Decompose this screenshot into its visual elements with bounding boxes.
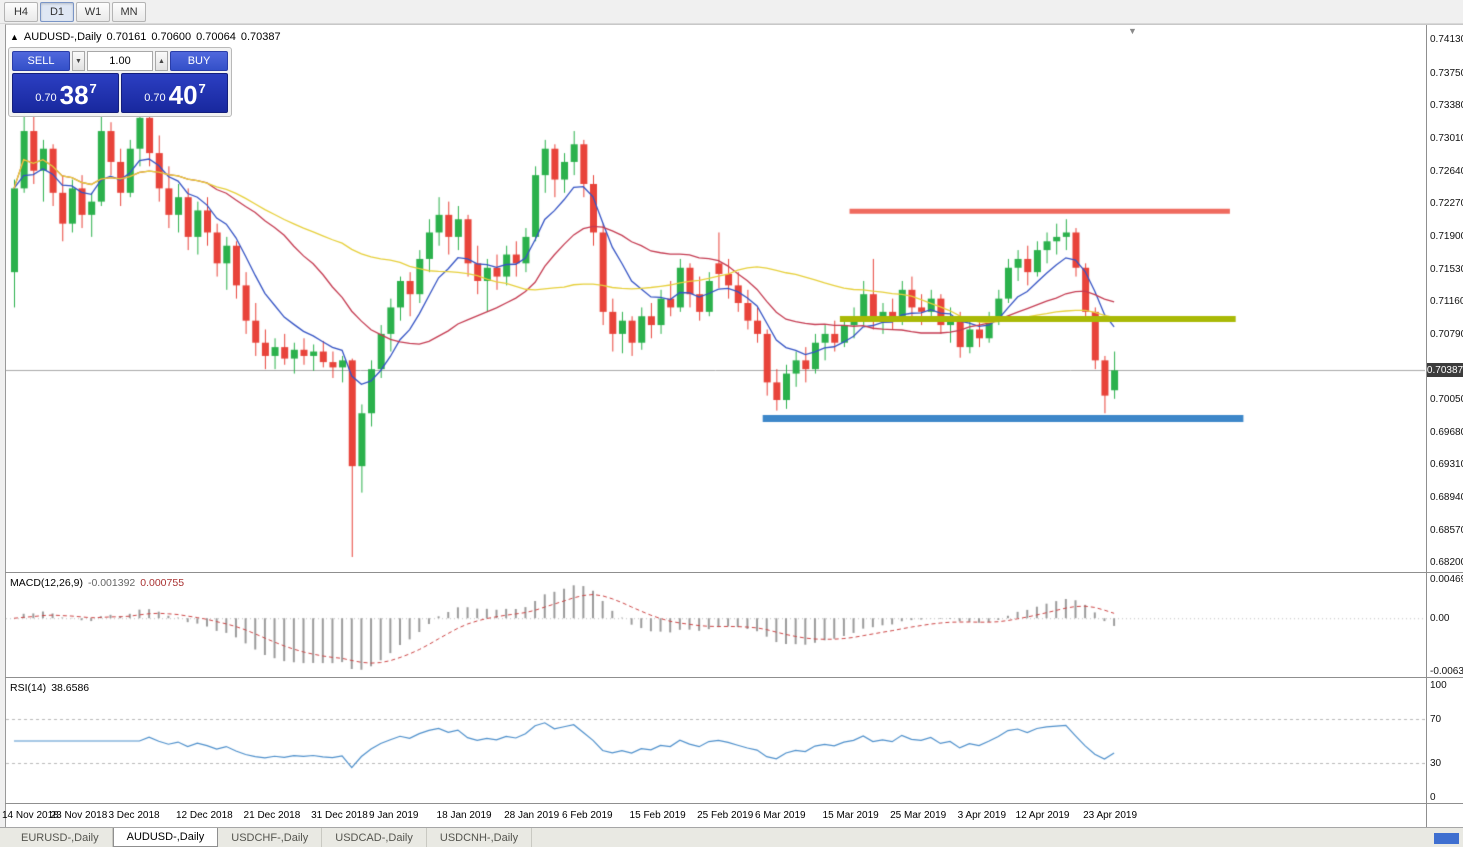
date-axis-label: 14 Nov 2018 xyxy=(2,810,59,821)
rsi-axis-label: 70 xyxy=(1430,713,1442,725)
date-axis-label: 18 Jan 2019 xyxy=(436,810,492,821)
date-axis-label: 25 Feb 2019 xyxy=(697,810,754,821)
macd-axis-label: 0.00 xyxy=(1430,613,1450,625)
date-axis-label: 31 Dec 2018 xyxy=(311,810,368,821)
price-axis-label: 0.70050 xyxy=(1430,394,1463,406)
ohlc-high: 0.70600 xyxy=(151,31,192,43)
chart-tab-usdchf[interactable]: USDCHF-,Daily xyxy=(218,828,323,847)
rsi-axis-label: 100 xyxy=(1430,680,1447,691)
volume-increase-button[interactable]: ▲ xyxy=(155,51,168,71)
chart-tab-audusd[interactable]: AUDUSD-,Daily xyxy=(112,828,219,847)
date-axis-label: 15 Mar 2019 xyxy=(822,810,879,821)
current-price-badge: 0.70387 xyxy=(1426,363,1463,378)
macd-indicator-label: MACD(12,26,9) -0.001392 0.000755 xyxy=(10,577,184,589)
date-axis-label: 6 Mar 2019 xyxy=(755,810,806,821)
macd-signal-value: 0.000755 xyxy=(140,577,185,589)
date-axis-label: 28 Jan 2019 xyxy=(504,810,560,821)
rsi-pane-canvas[interactable] xyxy=(6,679,1425,803)
date-axis-label: 3 Apr 2019 xyxy=(957,810,1007,821)
date-axis-label: 12 Apr 2019 xyxy=(1015,810,1070,821)
pane-separator xyxy=(5,803,1463,804)
date-axis-label: 12 Dec 2018 xyxy=(176,810,233,821)
buy-price-point: 7 xyxy=(198,81,206,96)
date-axis-label: 9 Jan 2019 xyxy=(369,810,419,821)
rsi-name: RSI(14) xyxy=(10,682,47,694)
date-axis-label: 23 Nov 2018 xyxy=(50,810,108,821)
price-axis-separator xyxy=(1426,25,1427,827)
rsi-axis-label: 30 xyxy=(1430,758,1442,770)
macd-pane-canvas[interactable] xyxy=(6,574,1425,677)
sell-price-prefix: 0.70 xyxy=(35,92,57,104)
chart-tab-usdcnh[interactable]: USDCNH-,Daily xyxy=(427,828,533,847)
price-axis-label: 0.69680 xyxy=(1430,426,1463,438)
price-axis-label: 0.68200 xyxy=(1430,557,1463,569)
price-axis-label: 0.71530 xyxy=(1430,263,1463,275)
macd-main-value: -0.001392 xyxy=(87,577,136,589)
buy-price-prefix: 0.70 xyxy=(144,92,166,104)
sell-price-pips: 38 xyxy=(59,80,89,110)
pane-separator[interactable] xyxy=(5,572,1463,573)
timeframe-button-h4[interactable]: H4 xyxy=(4,1,38,22)
timeframe-button-d1[interactable]: D1 xyxy=(40,1,74,22)
price-axis-label: 0.71160 xyxy=(1430,296,1463,308)
price-axis-label: 0.68570 xyxy=(1430,524,1463,536)
symbol-arrow-icon: ▲ xyxy=(10,32,19,42)
ohlc-low: 0.70064 xyxy=(196,31,236,43)
price-axis-label: 0.72640 xyxy=(1430,165,1463,177)
date-axis-label: 23 Apr 2019 xyxy=(1083,810,1138,821)
sell-button[interactable]: SELL xyxy=(12,51,70,71)
chart-tab-usdcad[interactable]: USDCAD-,Daily xyxy=(322,828,427,847)
symbol-label: AUDUSD-,Daily xyxy=(23,31,102,43)
macd-name: MACD(12,26,9) xyxy=(10,577,83,589)
buy-price-button[interactable]: 0.70 40 7 xyxy=(121,73,228,113)
corner-accent xyxy=(1434,833,1459,844)
chart-tab-eurusd[interactable]: EURUSD-,Daily xyxy=(8,828,113,847)
price-axis-label: 0.73750 xyxy=(1430,67,1463,79)
volume-decrease-button[interactable]: ▼ xyxy=(72,51,85,71)
macd-axis-label: -0.00639 xyxy=(1430,666,1463,677)
timeframe-button-w1[interactable]: W1 xyxy=(76,1,110,22)
price-axis-label: 0.72270 xyxy=(1430,198,1463,210)
sell-price-point: 7 xyxy=(89,81,97,96)
price-axis-label: 0.70790 xyxy=(1430,328,1463,340)
volume-input[interactable]: 1.00 xyxy=(87,51,153,71)
price-axis-label: 0.73380 xyxy=(1430,100,1463,112)
rsi-axis-label: 0 xyxy=(1430,792,1436,803)
pane-separator[interactable] xyxy=(5,677,1463,678)
chart-shift-marker-icon[interactable]: ▼ xyxy=(1128,26,1137,36)
price-axis-label: 0.69310 xyxy=(1430,459,1463,471)
timeframe-toolbar: H4 D1 W1 MN xyxy=(0,0,1463,24)
one-click-trading-panel: SELL ▼ 1.00 ▲ BUY 0.70 38 7 0.70 40 7 xyxy=(8,47,232,117)
buy-price-pips: 40 xyxy=(168,80,198,110)
ohlc-open: 0.70161 xyxy=(106,31,147,43)
date-axis-label: 25 Mar 2019 xyxy=(890,810,947,821)
price-axis-label: 0.71900 xyxy=(1430,230,1463,242)
date-axis-label: 15 Feb 2019 xyxy=(629,810,686,821)
price-axis-label: 0.73010 xyxy=(1430,132,1463,144)
timeframe-button-mn[interactable]: MN xyxy=(112,1,146,22)
chart-tabs-bar: EURUSD-,Daily AUDUSD-,Daily USDCHF-,Daily U… xyxy=(0,827,1463,847)
main-chart-canvas[interactable] xyxy=(6,27,1425,572)
rsi-value: 38.6586 xyxy=(51,682,90,694)
date-axis-label: 3 Dec 2018 xyxy=(108,810,160,821)
macd-axis-label: 0.004694 xyxy=(1430,574,1463,585)
rsi-indicator-label: RSI(14) 38.6586 xyxy=(10,682,89,694)
chart-title: ▲ AUDUSD-,Daily 0.70161 0.70600 0.70064 0.703… xyxy=(10,31,286,43)
sell-price-button[interactable]: 0.70 38 7 xyxy=(12,73,119,113)
buy-button[interactable]: BUY xyxy=(170,51,228,71)
price-axis-label: 0.74130 xyxy=(1430,34,1463,46)
date-axis-label: 6 Feb 2019 xyxy=(562,810,613,821)
ohlc-close: 0.70387 xyxy=(240,31,281,43)
date-axis-label: 21 Dec 2018 xyxy=(243,810,301,821)
price-axis-label: 0.68940 xyxy=(1430,491,1463,503)
